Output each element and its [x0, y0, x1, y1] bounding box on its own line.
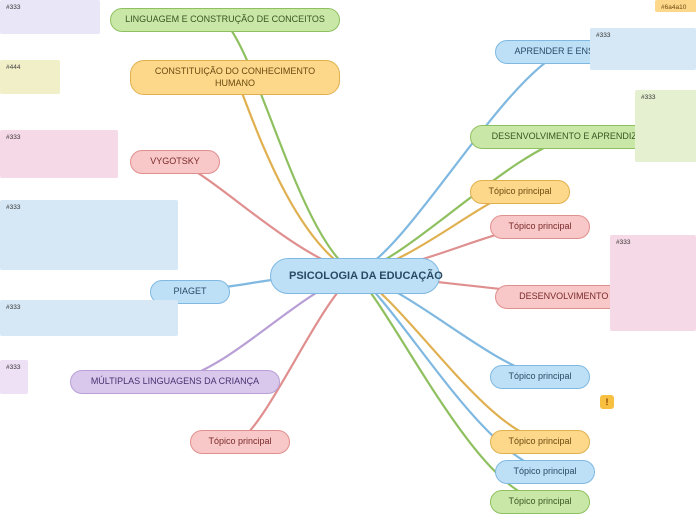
- node-vygotsky[interactable]: VYGOTSKY: [130, 150, 220, 174]
- node-topico-r6[interactable]: Tópico principal: [490, 490, 590, 514]
- node-topico-r4[interactable]: Tópico principal: [490, 430, 590, 454]
- connector-desenv-aprend: [355, 135, 577, 274]
- connector-vygotsky: [175, 160, 355, 274]
- note-note10: #333: [610, 235, 696, 331]
- node-topico-left[interactable]: Tópico principal: [190, 430, 290, 454]
- note-note5: #333: [0, 300, 178, 336]
- node-topico-r2[interactable]: Tópico principal: [490, 215, 590, 239]
- node-topico-r3[interactable]: Tópico principal: [490, 365, 590, 389]
- note-note1: #333: [0, 0, 100, 34]
- note-note4: #333: [0, 200, 178, 270]
- note-note8: #333: [590, 28, 696, 70]
- note-note9: #333: [635, 90, 696, 162]
- node-topico-r5[interactable]: Tópico principal: [495, 460, 595, 484]
- warning-badge[interactable]: !: [600, 395, 614, 409]
- note-note3: #333: [0, 130, 118, 178]
- note-note7: #6a4a10: [655, 0, 696, 12]
- note-note6: #333: [0, 360, 28, 394]
- note-note2: #444: [0, 60, 60, 94]
- connector-topico-left: [240, 274, 355, 440]
- node-multiplas[interactable]: MÚLTIPLAS LINGUAGENS DA CRIANÇA: [70, 370, 280, 394]
- node-constituicao[interactable]: CONSTITUIÇÃO DO CONHECIMENTO HUMANO: [130, 60, 340, 95]
- node-linguagem[interactable]: LINGUAGEM E CONSTRUÇÃO DE CONCEITOS: [110, 8, 340, 32]
- central-node[interactable]: PSICOLOGIA DA EDUCAÇÃO: [270, 258, 440, 294]
- connector-aprender: [355, 50, 565, 274]
- node-topico-r1[interactable]: Tópico principal: [470, 180, 570, 204]
